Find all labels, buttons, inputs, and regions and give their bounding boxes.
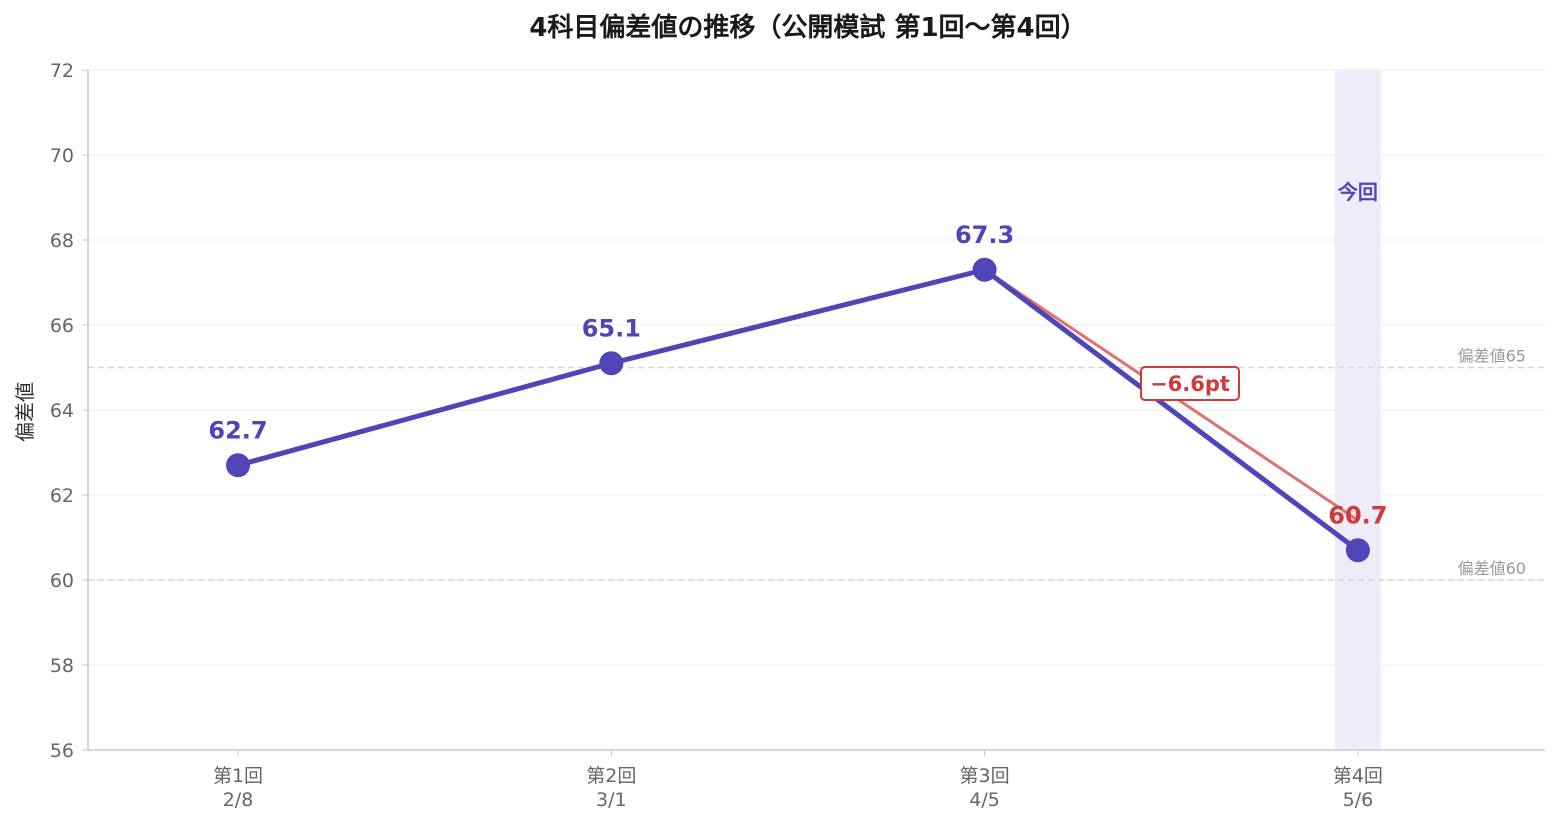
data-point [1345,538,1370,563]
change-callout-label: −6.6pt [1150,372,1230,396]
reference-line-label: 偏差値65 [1458,347,1526,366]
x-tick-label-date: 2/8 [223,789,254,811]
highlight-label: 今回 [1338,180,1378,204]
y-tick-label: 68 [50,230,74,252]
y-axis-label: 偏差値 [13,382,37,442]
change-callout-box [1140,366,1240,401]
x-tick-label-round: 第4回 [1333,765,1383,787]
data-point [599,351,624,376]
x-tick-label-round: 第1回 [213,765,263,787]
y-tick-label: 64 [50,400,74,422]
data-label: 62.7 [208,416,267,444]
y-tick-label: 56 [50,740,74,762]
reference-lines: 偏差値65 偏差値60 [88,347,1545,581]
x-tick-label-date: 5/6 [1343,789,1374,811]
y-tick-label: 58 [50,655,74,677]
data-label: 67.3 [955,221,1014,249]
y-tick-label: 66 [50,315,74,337]
data-label: 65.1 [582,314,641,342]
series-line [235,267,1361,553]
series [226,257,1370,563]
data-label: 60.7 [1328,501,1387,529]
x-tick-label-round: 第3回 [960,765,1010,787]
x-tick-label-date: 3/1 [596,789,627,811]
x-tick-label-date: 4/5 [969,789,1000,811]
data-labels: 62.7 65.1 67.3 60.7 −6.6pt [208,221,1387,530]
data-point [972,257,997,282]
y-tick-label: 60 [50,570,74,592]
y-tick-label: 72 [50,60,74,82]
y-tick-label: 62 [50,485,74,507]
reference-line-label: 偏差値60 [1458,559,1526,578]
data-point [226,453,250,478]
chart-title: 4科目偏差値の推移（公開模試 第1回〜第4回） [529,12,1086,43]
y-tick-label: 70 [50,145,74,167]
x-tick-label-round: 第2回 [586,765,636,787]
gridlines [88,69,1545,751]
